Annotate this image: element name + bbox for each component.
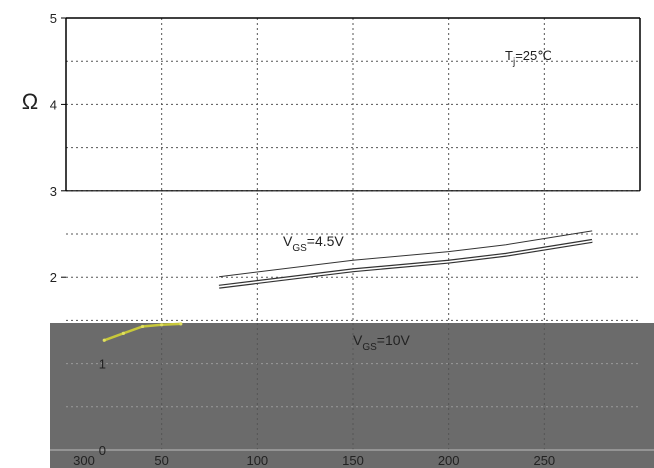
y-tick-label: 1 bbox=[99, 357, 106, 372]
series-point bbox=[160, 323, 164, 327]
scan-gap bbox=[0, 192, 654, 197]
temperature-annotation: Tj=25℃ bbox=[505, 48, 552, 68]
y-tick-label: 0 bbox=[99, 443, 106, 458]
y-axis-label: Ω bbox=[22, 89, 38, 114]
x-tick-label: 50 bbox=[154, 453, 168, 468]
x-tick-label: 150 bbox=[342, 453, 364, 468]
series-point bbox=[140, 324, 145, 329]
shaded-band bbox=[50, 322, 654, 468]
y-tick-label: 5 bbox=[50, 11, 57, 26]
series-layer bbox=[102, 230, 593, 342]
shaded-band-layer bbox=[0, 192, 654, 468]
series-point bbox=[102, 338, 106, 342]
tick-layer: 0 1 2 3 4 5 300 50 100 150 200 250 bbox=[50, 11, 555, 468]
y-tick-label: 4 bbox=[50, 97, 57, 112]
x-tick-label: 200 bbox=[438, 453, 460, 468]
series-point bbox=[179, 322, 183, 326]
x-tick-label: 300 bbox=[73, 453, 95, 468]
series-label-vgs-4-5v: VGS=4.5V bbox=[283, 233, 344, 254]
y-tick-label: 2 bbox=[50, 270, 57, 285]
x-tick-label: 250 bbox=[533, 453, 555, 468]
x-tick-label: 100 bbox=[246, 453, 268, 468]
series-line-inner bbox=[218, 240, 593, 288]
series-label-vgs-10v: VGS=10V bbox=[353, 332, 411, 353]
grid-layer bbox=[66, 18, 640, 450]
series-line-vgs-4-5v-upper bbox=[219, 230, 593, 278]
y-tick-label: 3 bbox=[50, 184, 57, 199]
series-point bbox=[121, 331, 125, 335]
